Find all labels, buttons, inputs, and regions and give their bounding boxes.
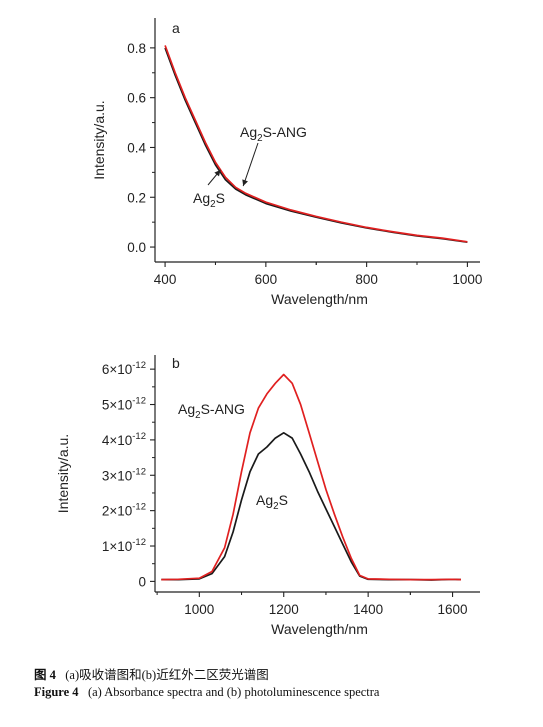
y-tick-mantissa: 6: [102, 362, 110, 377]
annotation-label-0-rest: S-ANG: [201, 401, 245, 417]
y-axis-title: Intensity/a.u.: [55, 434, 71, 513]
y-tick-label: 6×10-12: [102, 360, 146, 377]
y-tick-mantissa: 2: [102, 504, 110, 519]
panel-label: b: [172, 355, 180, 371]
caption-english: Figure 4 (a) Absorbance spectra and (b) …: [34, 685, 379, 700]
annotation-label-0-rest: S-ANG: [263, 124, 307, 140]
y-tick-exponent: -12: [132, 502, 146, 513]
chart-panel-b: 1000 1200 1400 160001×10-122×10-123×10-124×…: [55, 355, 480, 637]
y-tick-exponent: -12: [132, 360, 146, 371]
y-tick-base: ×10: [109, 504, 132, 519]
y-tick-mantissa: 0: [138, 574, 146, 589]
y-tick-base: ×10: [109, 433, 132, 448]
y-tick-label: 0.2: [127, 190, 146, 205]
annotation-label-0-main: Ag: [178, 401, 195, 417]
y-tick-base: ×10: [109, 398, 132, 413]
y-tick-label: 3×10-12: [102, 466, 146, 483]
annotation-arrow-head: [214, 169, 221, 177]
caption-chinese: 图 4 (a)吸收谱图和(b)近红外二区荧光谱图: [34, 664, 269, 683]
x-tick-label: 1600: [438, 602, 468, 617]
caption-chinese-label: 图 4: [34, 668, 56, 682]
y-tick-label: 2×10-12: [102, 502, 146, 519]
series-line-ag2s: [164, 47, 468, 243]
x-axis-title: Wavelength/nm: [271, 621, 368, 637]
x-tick-label: 400: [154, 272, 177, 287]
annotation-label-1-main: Ag: [193, 190, 210, 206]
y-tick-label: 0: [138, 574, 146, 589]
y-tick-exponent: -12: [132, 466, 146, 477]
y-tick-label: 4×10-12: [102, 431, 146, 448]
chart-panel-a: 400 600 800 1000 0.0 0.2 0.4 0.6 0.8 Wavelength/n…: [91, 18, 482, 307]
y-tick-label: 0.0: [127, 240, 146, 255]
y-axis-title: Intensity/a.u.: [91, 100, 107, 179]
y-tick-label: 0.4: [127, 140, 146, 155]
y-tick-label: 1×10-12: [102, 537, 146, 554]
x-tick-label: 800: [355, 272, 378, 287]
y-tick-exponent: -12: [132, 396, 146, 407]
y-tick-exponent: -12: [132, 431, 146, 442]
annotation-label-1-sub: 2: [273, 501, 278, 512]
annotation-label-0: Ag2S-ANG: [178, 401, 245, 421]
y-tick-mantissa: 5: [102, 398, 110, 413]
annotation-arrow-head: [242, 179, 248, 187]
panel-label: a: [172, 20, 180, 36]
x-axis-title: Wavelength/nm: [271, 291, 368, 307]
y-tick-mantissa: 1: [102, 539, 110, 554]
annotation-label-0: Ag2S-ANG: [240, 124, 307, 144]
series-line-ag2s-ang: [164, 45, 468, 243]
annotation-label-0-main: Ag: [240, 124, 257, 140]
y-tick-base: ×10: [109, 362, 132, 377]
y-tick-label: 0.8: [127, 41, 146, 56]
caption-english-text: (a) Absorbance spectra and (b) photolumi…: [87, 685, 380, 699]
x-tick-label: 1200: [269, 602, 299, 617]
caption-chinese-text: (a)吸收谱图和(b)近红外二区荧光谱图: [65, 668, 269, 682]
annotation-label-1-sub: 2: [210, 199, 215, 210]
y-tick-mantissa: 3: [102, 468, 110, 483]
annotation-arrow-line: [242, 142, 259, 187]
annotation-label-0-sub: 2: [257, 133, 262, 144]
annotation-label-1: Ag2S: [193, 190, 225, 210]
annotation-label-1-rest: S: [279, 492, 288, 508]
x-tick-label: 1000: [184, 602, 214, 617]
series-line-ag2s-ang: [161, 373, 462, 581]
y-tick-base: ×10: [109, 468, 132, 483]
annotation-label-1: Ag2S: [256, 492, 288, 512]
y-tick-exponent: -12: [132, 537, 146, 548]
x-tick-label: 600: [255, 272, 278, 287]
x-tick-label: 1000: [452, 272, 482, 287]
annotation-label-1-rest: S: [216, 190, 225, 206]
x-tick-label: 1400: [353, 602, 383, 617]
y-tick-label: 0.6: [127, 91, 146, 106]
caption-english-label: Figure 4: [34, 685, 79, 699]
y-tick-base: ×10: [109, 539, 132, 554]
annotation-label-1-main: Ag: [256, 492, 273, 508]
y-tick-label: 5×10-12: [102, 396, 146, 413]
y-tick-mantissa: 4: [102, 433, 110, 448]
annotation-label-0-sub: 2: [195, 410, 200, 421]
series-line-ag2s: [161, 431, 462, 581]
figure-canvas: 400 600 800 1000 0.0 0.2 0.4 0.6 0.8 Wavelength/n…: [55, 18, 482, 637]
